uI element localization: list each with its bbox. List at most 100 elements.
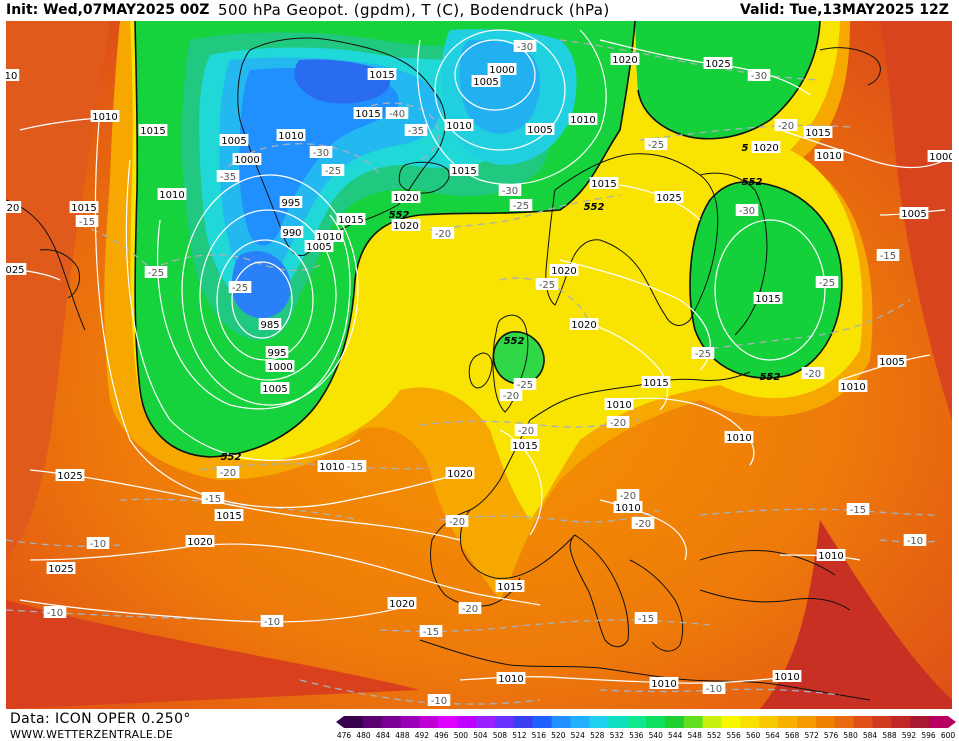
geopotential-label-text: 552 (584, 202, 605, 213)
isobar-label-box (445, 467, 475, 479)
geopotential-label: 5 (742, 143, 749, 154)
isobar-label-text: 1015 (755, 294, 780, 305)
isotherm-label-box (431, 227, 455, 239)
weather-map[interactable]: 1010 1015 1005 1000 1010 1015 1015 1010 1005 1000… (6, 21, 952, 709)
colorbar-swatch (929, 716, 949, 728)
isotherm-label-box (514, 424, 538, 436)
colorbar-tick-label: 592 (902, 731, 917, 740)
isotherm-label-text: -30 (502, 186, 518, 197)
isobar-label-text: 1010 (651, 679, 676, 690)
isobar-label-text: 1015 (805, 128, 830, 139)
isotherm-label-box (458, 602, 482, 614)
isotherm-label-text: -30 (313, 148, 329, 159)
geopotential-label: 552 (584, 202, 605, 213)
isotherm-label: -25 (644, 138, 668, 151)
isotherm-label-box (535, 278, 559, 290)
isobar-label-box (496, 672, 526, 684)
colorbar-swatch (495, 716, 515, 728)
colorbar-tick-label: 480 (356, 731, 371, 740)
isobar-label: 1010 (496, 672, 526, 685)
isobar-label: 1025 (46, 562, 76, 575)
isotherm-label: -30 (735, 204, 759, 217)
isobar-label: 1020 (391, 219, 421, 232)
isobar-label-text: 1025 (48, 564, 73, 575)
isobar-label-box (387, 597, 417, 609)
isobar-label: 990 (280, 226, 304, 239)
isobar-label-box (610, 53, 640, 65)
isobar-label: 1010 (838, 380, 868, 393)
isobar-label: 1020 (751, 141, 781, 154)
isobar-label-box (816, 549, 846, 561)
isotherm-label-box (691, 347, 715, 359)
colorbar-tick-label: 588 (882, 731, 897, 740)
isobar-label-box (69, 201, 99, 213)
isotherm-label: -20 (616, 489, 640, 502)
colorbar-swatch (438, 716, 458, 728)
isotherm-label-text: -25 (819, 278, 835, 289)
isotherm-label-box (343, 460, 367, 472)
isobar-label-box (549, 264, 579, 276)
isotherm-label-box (43, 606, 67, 618)
isobar-label-box (803, 126, 833, 138)
isobar-label-box (471, 75, 501, 87)
isobar-label-text: 1010 (319, 462, 344, 473)
isotherm-label: -20 (458, 602, 482, 615)
isobar-label-text: 1015 (512, 441, 537, 452)
geopotential-contours (134, 21, 843, 458)
isobar-label: 1015 (367, 68, 397, 81)
isobar-label-text: 1010 (92, 112, 117, 123)
isotherm-label-box (445, 515, 469, 527)
colorbar-tick-label: 584 (863, 731, 878, 740)
isobar-label-box (649, 677, 679, 689)
colorbar-swatch (721, 716, 741, 728)
isobar-label-box (654, 191, 684, 203)
isotherm-label-text: -15 (850, 505, 866, 516)
isobar-label-text: 20 (7, 203, 20, 214)
isobar-label: 1015 (510, 439, 540, 452)
colorbar-swatch (815, 716, 836, 728)
isotherm-label-box (385, 107, 409, 119)
isotherm-label-text: -20 (518, 426, 534, 437)
isobar-label-text: 1010 (316, 232, 341, 243)
isobar-label: 1010 (649, 677, 679, 690)
isobar-label-box (336, 213, 366, 225)
colorbar-swatch (853, 716, 873, 728)
isobar-label: 1015 (353, 107, 383, 120)
isotherm-label: -10 (86, 537, 110, 550)
colorbar-tick-label: 544 (668, 731, 683, 740)
isobar-label: 1025 (654, 191, 684, 204)
isobar-label-box (6, 263, 27, 275)
isobar-label-text: 1005 (879, 357, 904, 368)
isobar-label: 1000 (232, 153, 262, 166)
isotherm-label-box (419, 625, 443, 637)
isotherm-label: -15 (634, 612, 658, 625)
isotherm-label: -30 (498, 184, 522, 197)
isobar-label-text: 1010 (606, 400, 631, 411)
colorbar-swatch (608, 716, 628, 728)
isobar-label: 10 (6, 69, 20, 82)
isobar-label-box (838, 380, 868, 392)
isotherm-label: -15 (876, 249, 900, 262)
isotherm-label-text: -20 (610, 418, 626, 429)
isotherm-label: -15 (343, 460, 367, 473)
isobar-label: 1000 (927, 150, 952, 163)
isotherm-label: -20 (445, 515, 469, 528)
isobar-label: 1015 (495, 580, 525, 593)
isobar-label: 1020 (445, 467, 475, 480)
isobar-label-box (276, 129, 306, 141)
isotherm-label-box (702, 682, 726, 694)
isobar-label-box (317, 460, 347, 472)
colorbar-tick-label: 532 (610, 731, 625, 740)
isobar-label-box (814, 149, 844, 161)
isotherm-label-text: -10 (431, 696, 447, 707)
trough-green-northeast (635, 21, 820, 139)
isobar-label-box (90, 110, 120, 122)
isotherm-label: -10 (702, 682, 726, 695)
isobar-label-box (260, 382, 290, 394)
isotherm-label-box (498, 184, 522, 196)
colorbar-arrow-left (336, 716, 344, 728)
geopotential-label: 552 (760, 372, 781, 383)
isotherm-label-box (260, 615, 284, 627)
isotherm-label-box (774, 119, 798, 131)
isobar-label: 1010 (772, 670, 802, 683)
